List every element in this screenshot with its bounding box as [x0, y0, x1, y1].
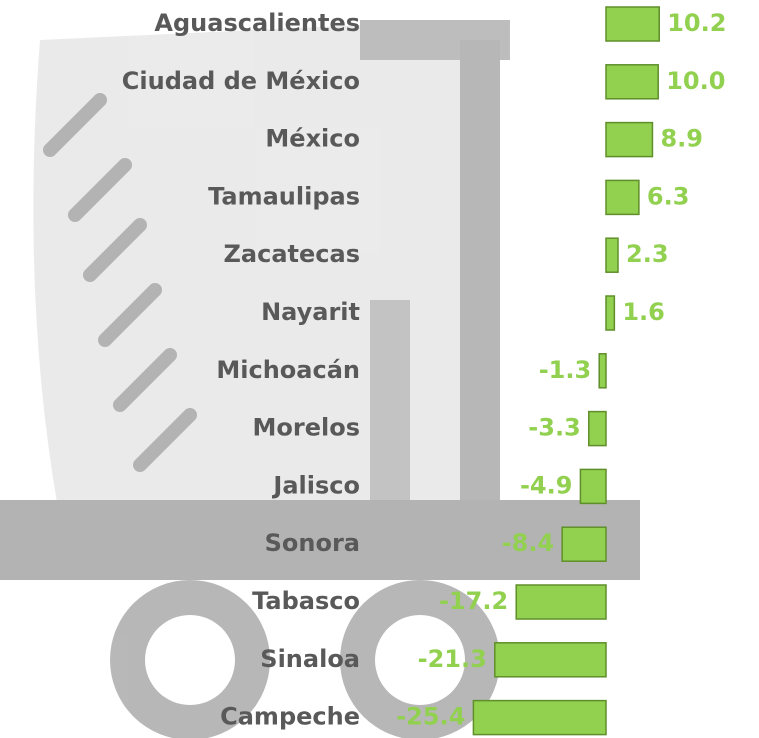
value-label: 10.0	[666, 67, 725, 95]
bar	[516, 585, 606, 619]
bar	[599, 354, 606, 388]
bar	[562, 527, 606, 561]
chart: Aguascalientes 10.2 Ciudad de México 10.0 Mé…	[0, 0, 759, 738]
bar	[606, 296, 614, 330]
value-label: 2.3	[626, 240, 669, 268]
bar	[606, 65, 658, 99]
value-label: -4.9	[520, 471, 572, 499]
bar	[473, 701, 606, 735]
bar	[495, 643, 606, 677]
value-label: -25.4	[396, 703, 465, 731]
value-label: -21.3	[418, 645, 487, 673]
value-label: 6.3	[647, 182, 690, 210]
value-label: -3.3	[528, 414, 580, 442]
bar	[580, 469, 606, 503]
category-label: Campeche	[220, 703, 360, 731]
bar	[589, 412, 606, 446]
value-label: -17.2	[439, 587, 508, 615]
bar	[606, 238, 618, 272]
category-label: Morelos	[253, 414, 360, 442]
category-label: Sinaloa	[260, 645, 360, 673]
bar	[606, 123, 652, 157]
bar	[606, 180, 639, 214]
value-label: 8.9	[660, 125, 703, 153]
category-label: Aguascalientes	[154, 9, 360, 37]
category-label: Tamaulipas	[208, 182, 360, 210]
category-label: Sonora	[265, 529, 360, 557]
category-label: México	[265, 125, 360, 153]
category-label: Tabasco	[252, 587, 360, 615]
value-label: 10.2	[667, 9, 726, 37]
bar	[606, 7, 659, 41]
value-label: -1.3	[539, 356, 591, 384]
value-label: 1.6	[622, 298, 665, 326]
category-label: Nayarit	[261, 298, 360, 326]
value-label: -8.4	[502, 529, 554, 557]
category-label: Jalisco	[271, 471, 360, 499]
category-label: Zacatecas	[224, 240, 360, 268]
category-label: Michoacán	[216, 356, 360, 384]
category-label: Ciudad de México	[122, 67, 360, 95]
